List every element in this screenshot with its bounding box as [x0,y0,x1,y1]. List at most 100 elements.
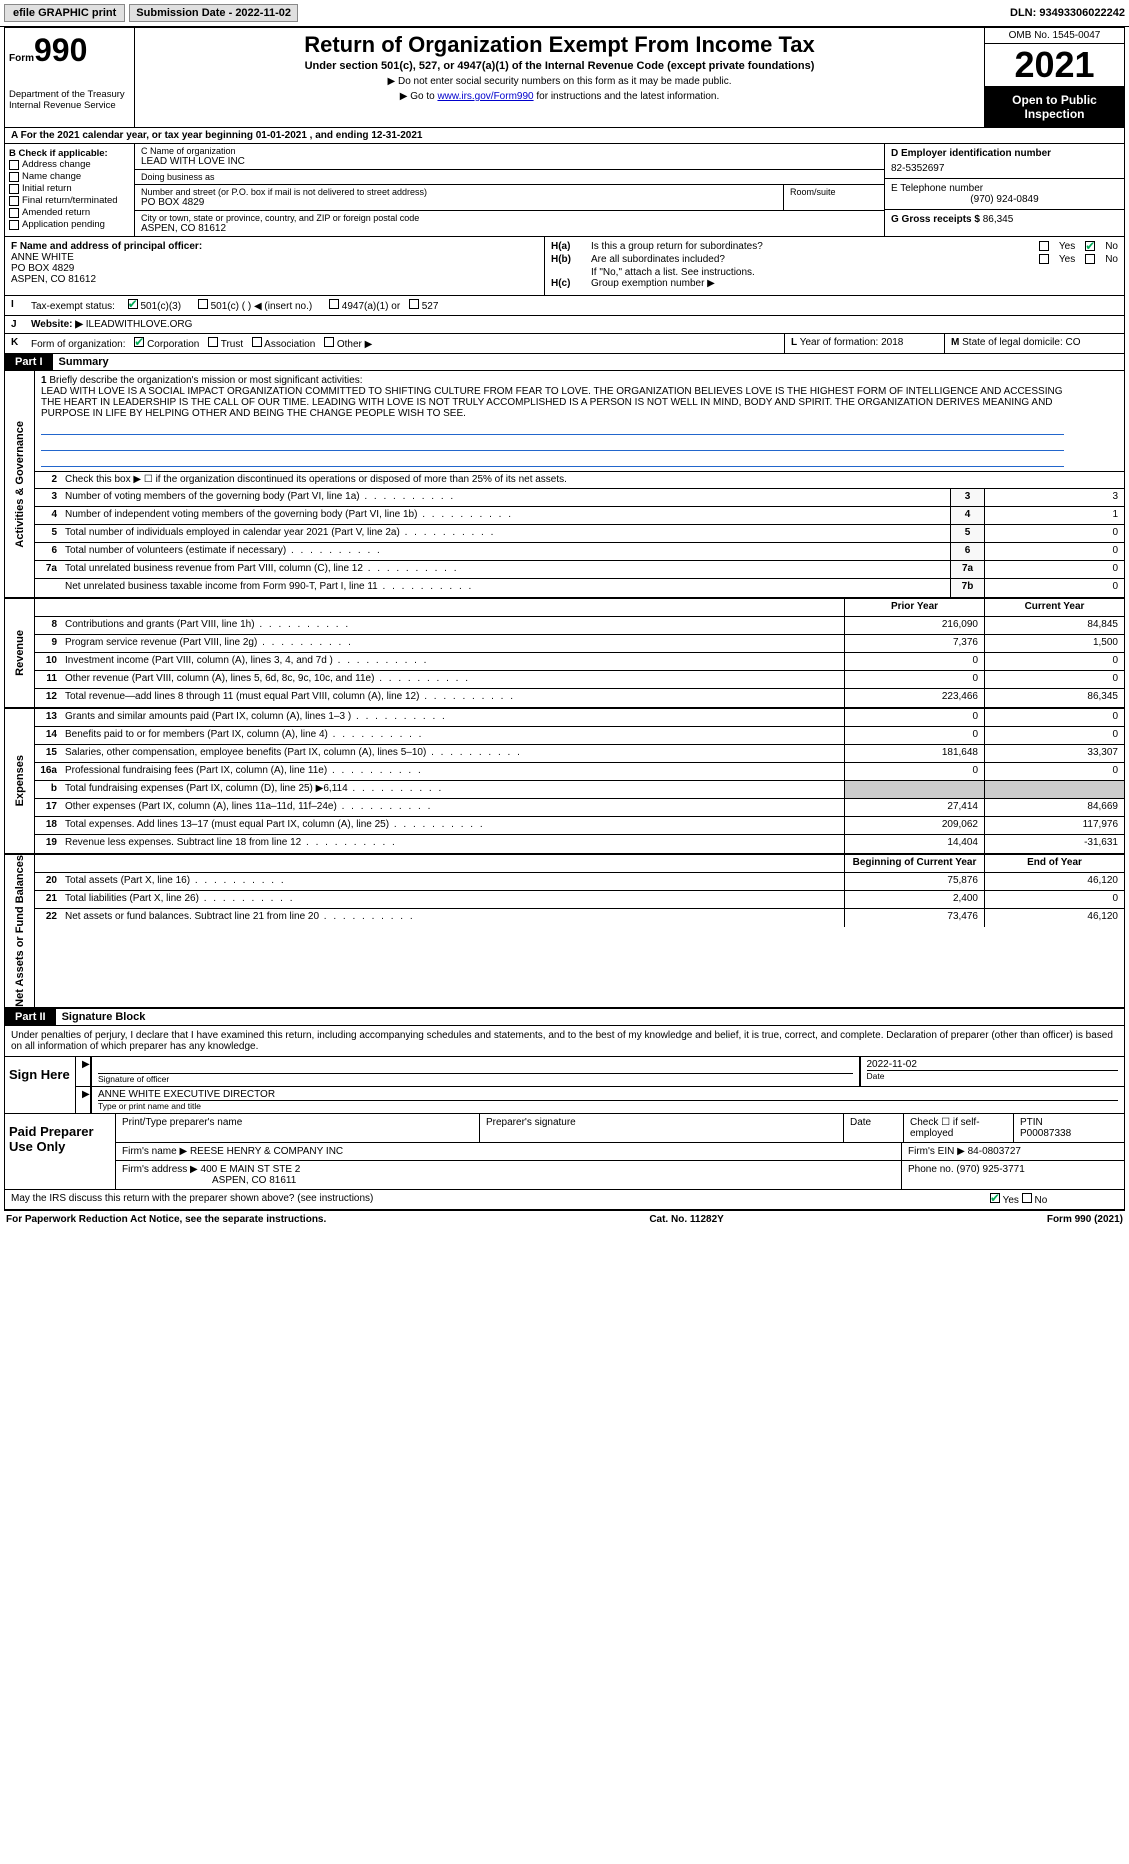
lbl-pending: Application pending [22,219,105,230]
l-txt: Year of formation: [800,337,879,348]
part2-hdr: Part II [5,1009,56,1025]
row-i: I Tax-exempt status: 501(c)(3) 501(c) ( … [5,296,1124,316]
hb-no[interactable] [1085,254,1095,264]
irs-link[interactable]: www.irs.gov/Form990 [437,91,533,102]
opt-4947: 4947(a)(1) or [342,301,400,312]
hb-note: If "No," attach a list. See instructions… [551,267,1118,278]
arrow-icon2: ▶ [76,1087,90,1113]
paid-h5: PTIN [1020,1117,1118,1128]
side-gov-txt: Activities & Governance [14,421,26,548]
sig-name-lbl: Type or print name and title [98,1100,1118,1111]
exp-section: Expenses 13Grants and similar amounts pa… [5,709,1124,855]
hb-yes[interactable] [1039,254,1049,264]
table-row: 17Other expenses (Part IX, column (A), l… [35,799,1124,817]
lbl-amended: Amended return [22,207,90,218]
opt-501c: 501(c) ( ) ◀ (insert no.) [211,301,313,312]
goto-post: for instructions and the latest informat… [534,91,720,102]
tax-year: 2021 [985,44,1124,87]
lbl-final: Final return/terminated [22,195,118,206]
form-word: Form [9,53,34,64]
ein-lbl: D Employer identification number [891,148,1118,159]
chk-501c3[interactable] [128,299,138,309]
street-lbl: Number and street (or P.O. box if mail i… [141,187,777,197]
chk-other[interactable] [324,337,334,347]
chk-final[interactable] [9,196,19,206]
hdr-end: End of Year [984,855,1124,872]
table-row: 19Revenue less expenses. Subtract line 1… [35,835,1124,853]
form-title: Return of Organization Exempt From Incom… [143,32,976,58]
chk-trust[interactable] [208,337,218,347]
net-section: Net Assets or Fund Balances Beginning of… [5,855,1124,1009]
yes2: Yes [1059,254,1075,265]
dept-label: Department of the Treasury Internal Reve… [9,89,130,111]
paid-h1: Print/Type preparer's name [116,1114,480,1142]
discuss-row: May the IRS discuss this return with the… [5,1190,1124,1210]
sig-date-lbl: Date [867,1070,1119,1081]
chk-4947[interactable] [329,299,339,309]
ein-val: 82-5352697 [891,163,1118,174]
table-row: bTotal fundraising expenses (Part IX, co… [35,781,1124,799]
chk-501c[interactable] [198,299,208,309]
sig-name: ANNE WHITE EXECUTIVE DIRECTOR [98,1089,1118,1100]
gross-val: 86,345 [983,214,1014,225]
part2-header: Part II Signature Block [5,1009,1124,1026]
phone-lbl: Phone no. [908,1164,954,1175]
side-rev: Revenue [5,599,35,707]
addr-val: 400 E MAIN ST STE 2 [201,1164,301,1175]
dyes: Yes [1003,1195,1019,1206]
website-val: ILEADWITHLOVE.ORG [86,319,193,330]
col-f: F Name and address of principal officer:… [5,237,545,295]
discuss-no[interactable] [1022,1193,1032,1203]
table-row: 13Grants and similar amounts paid (Part … [35,709,1124,727]
table-row: 12Total revenue—add lines 8 through 11 (… [35,689,1124,707]
opt-assoc: Association [264,339,315,350]
city-lbl: City or town, state or province, country… [141,213,878,223]
arrow-icon: ▶ [76,1057,90,1086]
name-lbl: C Name of organization [141,146,878,156]
section-bcd: B Check if applicable: Address change Na… [5,144,1124,237]
sig-declaration: Under penalties of perjury, I declare th… [5,1026,1124,1057]
table-row: 3Number of voting members of the governi… [35,489,1124,507]
i-txt: Tax-exempt status: [31,301,115,312]
paid-title: Paid Preparer Use Only [5,1114,115,1189]
chk-address[interactable] [9,160,19,170]
chk-initial[interactable] [9,184,19,194]
chk-assoc[interactable] [252,337,262,347]
discuss-yes[interactable] [990,1193,1000,1203]
officer-lbl: F Name and address of principal officer: [11,241,538,252]
chk-name[interactable] [9,172,19,182]
yes1: Yes [1059,241,1075,252]
chk-amended[interactable] [9,208,19,218]
part2-title: Signature Block [56,1009,1124,1025]
side-rev-txt: Revenue [14,630,26,676]
table-row: 20Total assets (Part X, line 16)75,87646… [35,873,1124,891]
lbl-initial: Initial return [22,183,72,194]
mission-text: LEAD WITH LOVE IS A SOCIAL IMPACT ORGANI… [41,386,1062,419]
firm-val: REESE HENRY & COMPANY INC [190,1146,343,1157]
k-lbl: K [5,334,25,353]
goto-pre: ▶ Go to [400,91,438,102]
ha-no[interactable] [1085,241,1095,251]
chk-pending[interactable] [9,220,19,230]
room-lbl: Room/suite [790,187,878,197]
sign-here-block: Sign Here ▶ Signature of officer 2022-11… [5,1057,1124,1114]
street-val: PO BOX 4829 [141,197,777,208]
efile-button[interactable]: efile GRAPHIC print [4,4,125,22]
phone-val: (970) 925-3771 [956,1164,1024,1175]
ha-lbl: H(a) [551,241,591,252]
dno: No [1035,1195,1048,1206]
no1: No [1105,241,1118,252]
i-lbl: I [5,296,25,315]
note-link: ▶ Go to www.irs.gov/Form990 for instruct… [143,91,976,102]
firm-ein-lbl: Firm's EIN ▶ [908,1146,965,1157]
ha-yes[interactable] [1039,241,1049,251]
chk-527[interactable] [409,299,419,309]
chk-corp[interactable] [134,337,144,347]
part1-hdr: Part I [5,354,53,370]
firm-lbl: Firm's name ▶ [122,1146,187,1157]
col-b-title: B Check if applicable: [9,148,130,159]
sig-officer-lbl: Signature of officer [98,1073,853,1084]
ha-txt: Is this a group return for subordinates? [591,241,763,252]
table-row: 16aProfessional fundraising fees (Part I… [35,763,1124,781]
footer-right: Form 990 (2021) [1047,1214,1123,1225]
